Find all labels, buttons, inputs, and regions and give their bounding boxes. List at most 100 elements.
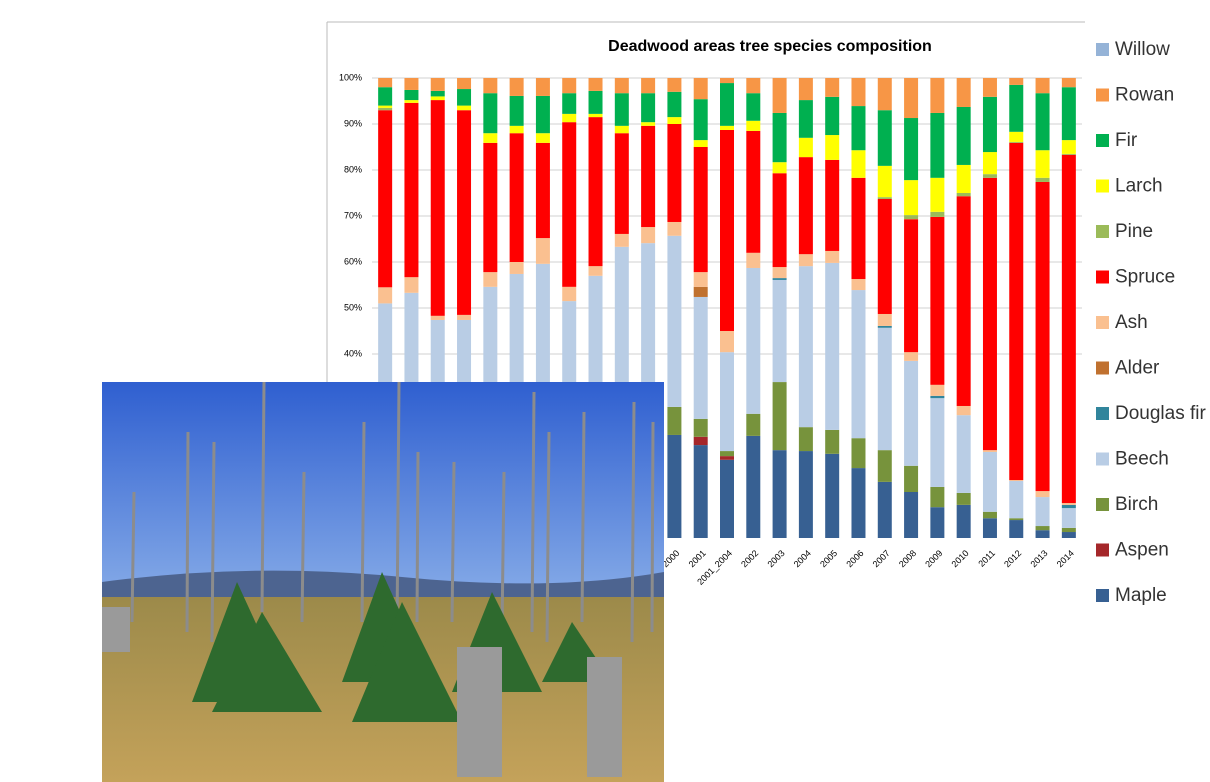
legend-label: Ash <box>1115 312 1148 333</box>
bar-segment <box>667 124 682 222</box>
legend-label: Pine <box>1115 221 1153 242</box>
bar-segment <box>1061 140 1076 154</box>
bar-segment <box>693 436 708 446</box>
bar-segment <box>877 78 892 111</box>
bar-segment <box>483 272 498 287</box>
y-tick-label: 100% <box>339 72 362 82</box>
bar-segment <box>509 262 524 274</box>
bar-segment <box>825 453 840 538</box>
x-tick-label: 2013 <box>1028 548 1049 569</box>
bar-segment <box>904 78 919 119</box>
bar-segment <box>746 78 761 94</box>
bar-segment <box>904 215 919 220</box>
bar-segment <box>509 95 524 126</box>
bar-segment <box>430 100 445 316</box>
bar-segment <box>746 435 761 538</box>
bar-segment <box>746 267 761 414</box>
bar-segment <box>982 450 997 452</box>
bar-segment <box>851 106 866 151</box>
bar-segment <box>614 125 629 134</box>
bar-segment <box>562 113 577 123</box>
bar-segment <box>930 216 945 385</box>
x-tick-label: 2003 <box>765 548 786 569</box>
bar-segment <box>378 78 393 88</box>
bar-segment <box>798 427 813 452</box>
y-tick-label: 40% <box>344 348 362 358</box>
bar-segment <box>509 78 524 96</box>
legend-swatch <box>1096 134 1109 147</box>
bar-segment <box>378 107 393 111</box>
bar-segment <box>904 118 919 181</box>
bar-segment <box>877 165 892 198</box>
bar-segment <box>798 266 813 428</box>
legend-label: Beech <box>1115 449 1169 470</box>
bar-segment <box>877 481 892 538</box>
x-tick-label: 2002 <box>739 548 760 569</box>
bar-segment <box>772 173 787 268</box>
bar-segment <box>667 117 682 124</box>
bar-segment <box>851 468 866 538</box>
bar-segment <box>693 418 708 437</box>
bar-segment <box>1061 154 1076 504</box>
bar-segment <box>693 286 708 297</box>
bar-segment <box>588 117 603 267</box>
bar-segment <box>772 162 787 174</box>
bar-segment <box>877 110 892 166</box>
legend-label: Aspen <box>1115 540 1169 561</box>
bar-segment <box>877 325 892 328</box>
bar-segment <box>641 78 656 94</box>
bar-segment <box>746 413 761 436</box>
bar-segment <box>982 177 997 451</box>
bar-segment <box>982 96 997 153</box>
bar-segment <box>614 93 629 126</box>
bar-segment <box>746 120 761 131</box>
x-tick-label: 2001 <box>687 548 708 569</box>
bar-segment <box>825 159 840 251</box>
bar-segment <box>798 137 813 158</box>
forest-photo <box>102 382 664 782</box>
bar-segment <box>430 78 445 91</box>
x-tick-label: 2011 <box>976 548 997 569</box>
bar-segment <box>720 451 734 457</box>
bar-segment <box>588 275 603 414</box>
bar-segment <box>509 133 524 262</box>
bar-segment <box>614 233 629 247</box>
bar-segment <box>772 112 787 163</box>
bar-segment <box>825 429 840 454</box>
bar-segment <box>720 129 734 331</box>
bar-segment <box>720 331 734 353</box>
y-tick-label: 90% <box>344 118 362 128</box>
bar-segment <box>851 78 866 107</box>
bar-segment <box>1009 84 1024 132</box>
legend-swatch <box>1096 452 1109 466</box>
bar-segment <box>614 78 629 94</box>
bar-segment <box>404 89 419 101</box>
bar-segment <box>851 177 866 280</box>
bar-segment <box>930 78 945 113</box>
bar-segment <box>588 113 603 118</box>
bar-segment <box>930 507 945 538</box>
bar-segment <box>535 133 550 143</box>
bar-segment <box>772 279 787 383</box>
bar-segment <box>457 78 472 90</box>
bar-segment <box>825 96 840 136</box>
bar-segment <box>772 267 787 279</box>
bar-segment <box>825 78 840 97</box>
bar-segment <box>1061 504 1076 509</box>
bar-segment <box>535 95 550 134</box>
bar-segment <box>956 415 971 493</box>
bar-segment <box>562 93 577 114</box>
bar-segment <box>1035 78 1050 94</box>
bar-segment <box>693 147 708 273</box>
bar-segment <box>404 277 419 293</box>
bar-segment <box>798 157 813 255</box>
bar-segment <box>798 254 813 267</box>
bar-segment <box>720 352 734 452</box>
bar-segment <box>535 142 550 239</box>
bar-segment <box>930 112 945 178</box>
bar-segment <box>588 266 603 276</box>
legend-label: Willow <box>1115 39 1170 60</box>
bar-segment <box>509 273 524 410</box>
bar-segment <box>430 315 445 320</box>
x-tick-label: 2006 <box>844 548 865 569</box>
